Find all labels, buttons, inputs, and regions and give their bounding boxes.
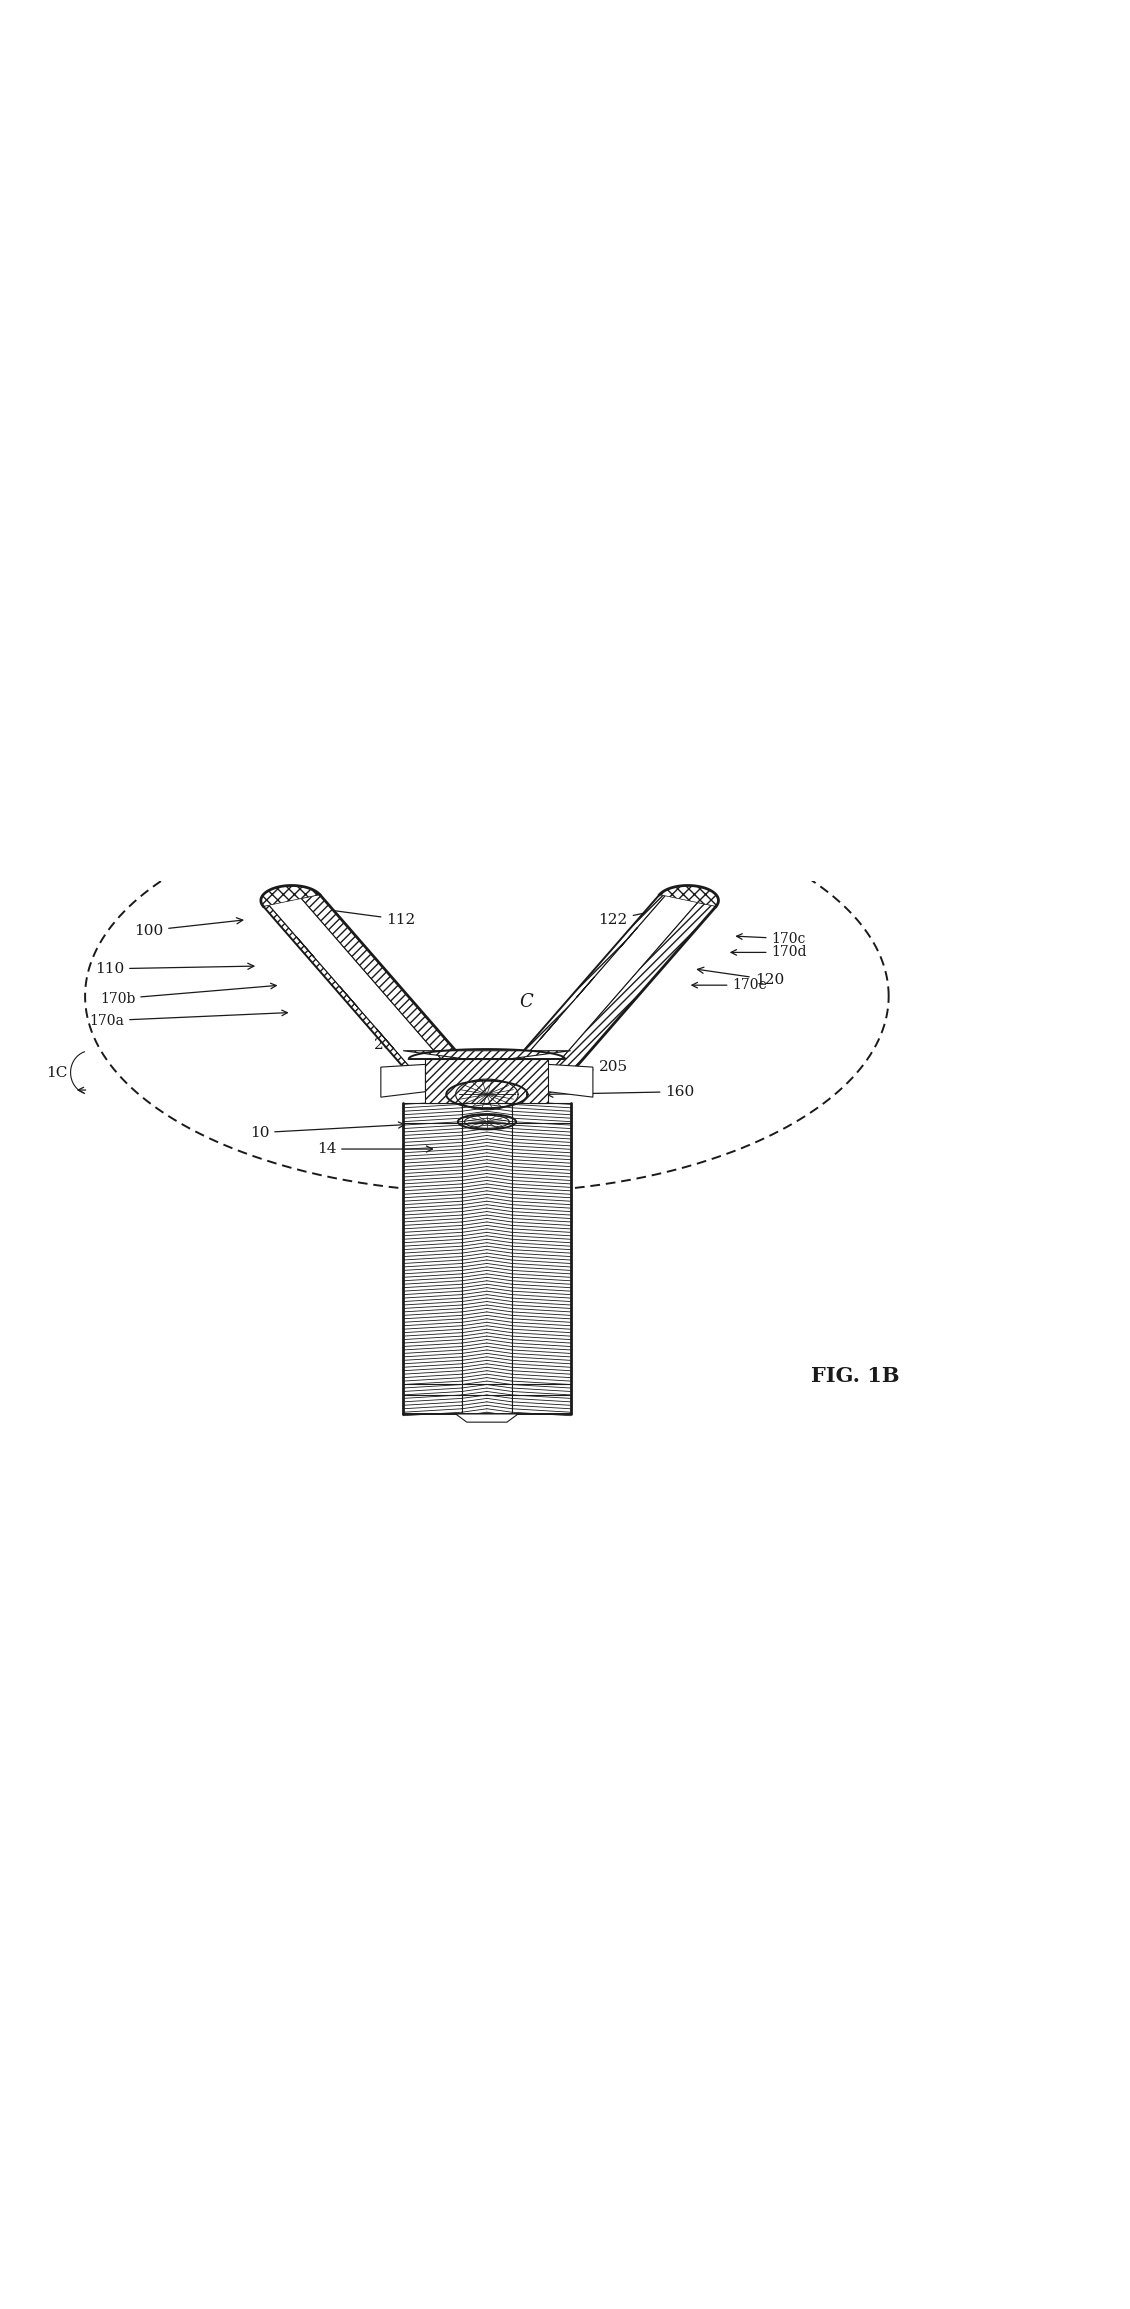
Polygon shape [302,894,464,1064]
Polygon shape [514,894,666,1062]
Polygon shape [514,894,716,1074]
Polygon shape [261,887,320,907]
Text: 170a: 170a [89,1009,287,1028]
Text: 1C: 1C [46,1064,68,1081]
Text: 100: 100 [134,917,243,937]
Polygon shape [340,986,357,1007]
Polygon shape [540,1018,558,1039]
Text: 112: 112 [323,907,416,926]
Text: 110: 110 [95,963,254,977]
Polygon shape [403,1104,571,1413]
Polygon shape [455,1413,519,1422]
Text: 10: 10 [250,1122,405,1141]
Polygon shape [553,903,716,1074]
Polygon shape [660,887,719,907]
Polygon shape [263,894,464,1074]
Polygon shape [403,1051,571,1060]
Text: C: C [519,993,533,1011]
Text: 160: 160 [547,1085,695,1099]
Polygon shape [548,1064,593,1097]
Polygon shape [381,1064,426,1097]
Text: FIG. 1B: FIG. 1B [810,1365,899,1385]
Text: 170d: 170d [731,944,807,961]
Text: 120: 120 [697,967,784,986]
Text: 170e: 170e [692,979,767,993]
Polygon shape [296,937,314,958]
Polygon shape [426,1060,548,1104]
Polygon shape [263,905,414,1074]
Text: 170c: 170c [737,933,806,947]
Text: 205: 205 [558,1060,627,1076]
Polygon shape [576,977,594,997]
Text: 14: 14 [316,1143,433,1157]
Text: 200: 200 [374,1039,450,1058]
Polygon shape [620,928,637,947]
Text: 122: 122 [599,907,661,926]
Polygon shape [376,1028,394,1048]
Text: 170b: 170b [99,984,276,1007]
